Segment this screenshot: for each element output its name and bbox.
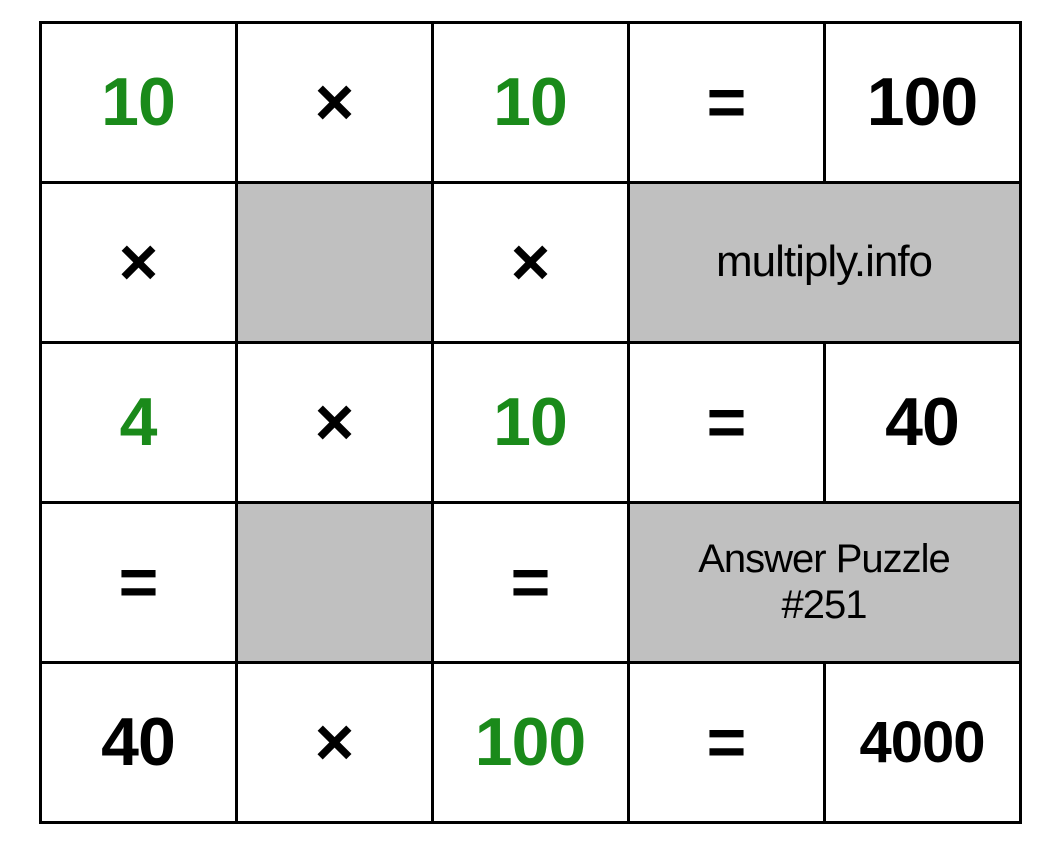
cell-r0c3-equals: =	[628, 22, 824, 182]
cell-r1c0-operator: ×	[40, 182, 236, 342]
cell-r3c0-equals: =	[40, 502, 236, 662]
cell-r3c1-blank	[236, 502, 432, 662]
puzzle-grid: 10 × 10 = 100 × × multiply.info 4 × 10 =…	[39, 21, 1022, 824]
cell-site-label: multiply.info	[628, 182, 1020, 342]
cell-r2c1-operator: ×	[236, 342, 432, 502]
cell-r2c3-equals: =	[628, 342, 824, 502]
cell-r2c2: 10	[432, 342, 628, 502]
cell-r4c4-result: 4000	[824, 662, 1020, 822]
cell-r4c1-operator: ×	[236, 662, 432, 822]
cell-r0c2: 10	[432, 22, 628, 182]
puzzle-label-line2: #251	[782, 583, 867, 627]
cell-r4c0: 40	[40, 662, 236, 822]
cell-r2c4-result: 40	[824, 342, 1020, 502]
cell-puzzle-label: Answer Puzzle #251	[628, 502, 1020, 662]
cell-r4c3-equals: =	[628, 662, 824, 822]
cell-r0c4-result: 100	[824, 22, 1020, 182]
cell-r0c1-operator: ×	[236, 22, 432, 182]
cell-r0c0: 10	[40, 22, 236, 182]
cell-r1c1-blank	[236, 182, 432, 342]
cell-r1c2-operator: ×	[432, 182, 628, 342]
puzzle-label-line1: Answer Puzzle	[698, 537, 950, 581]
cell-r4c2: 100	[432, 662, 628, 822]
cell-r2c0: 4	[40, 342, 236, 502]
cell-r3c2-equals: =	[432, 502, 628, 662]
